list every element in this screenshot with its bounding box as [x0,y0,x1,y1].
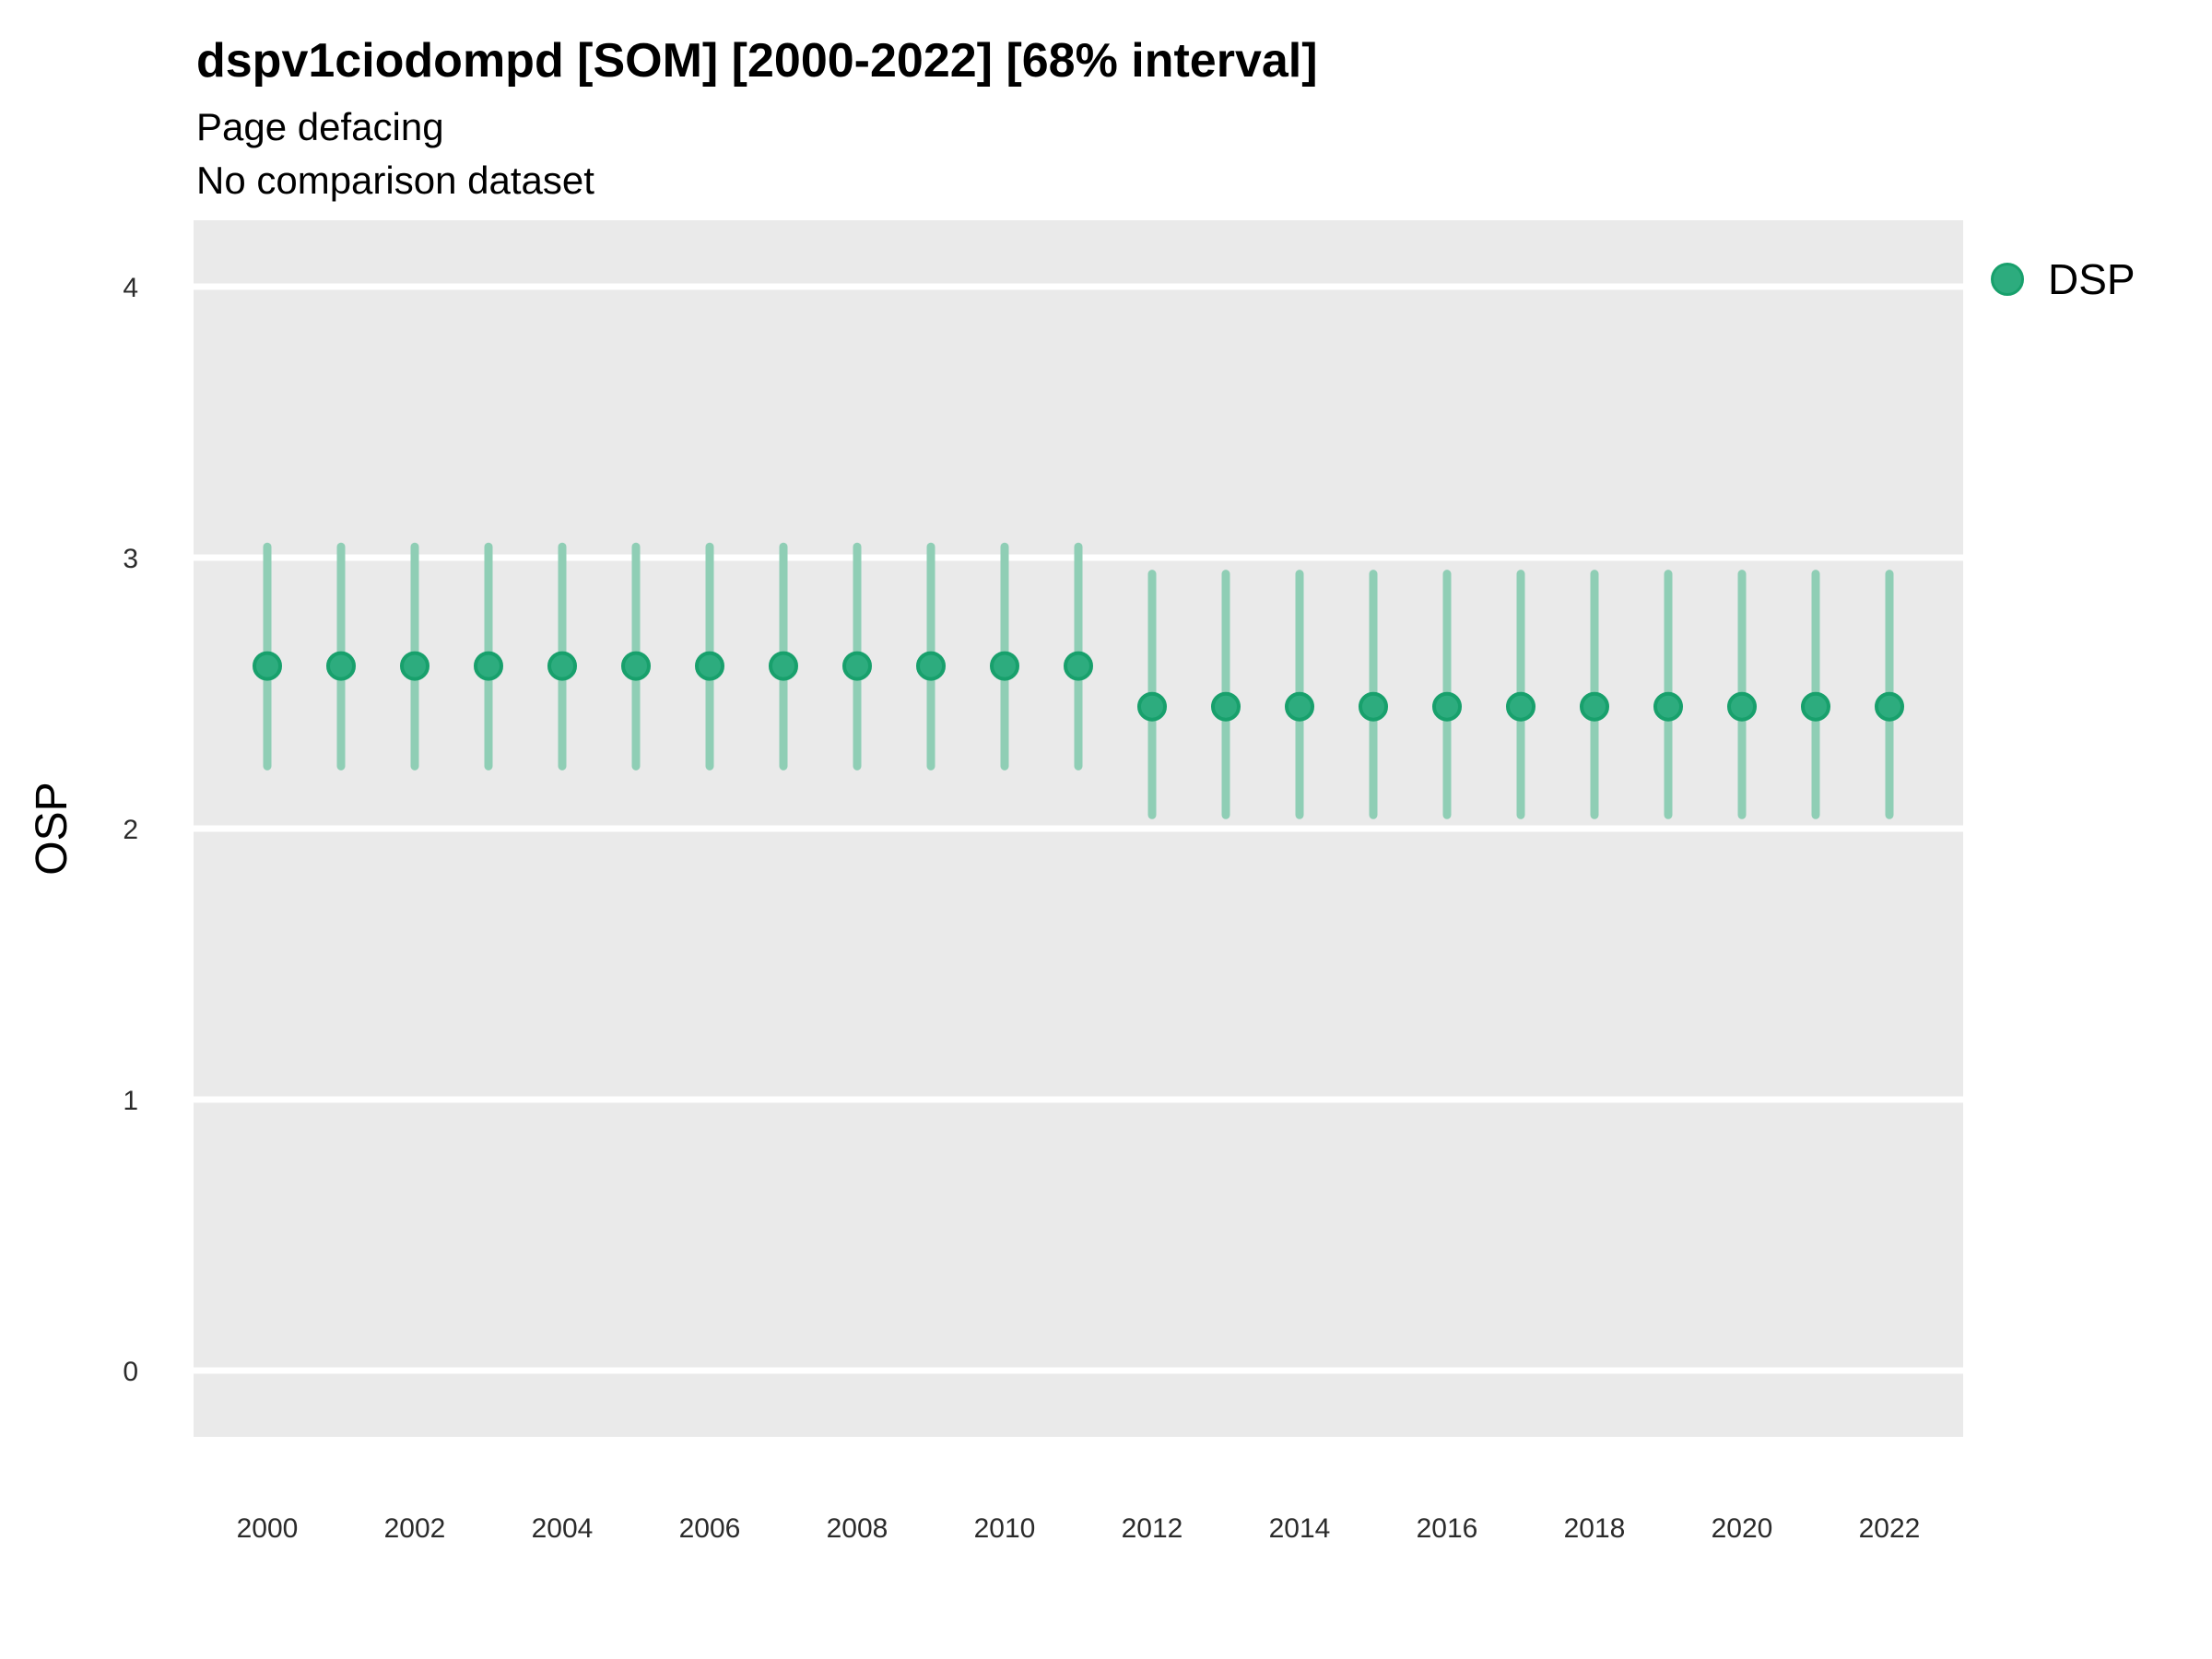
x-tick-label: 2022 [1859,1513,1921,1544]
y-tick-label: 3 [123,544,138,574]
data-point [769,651,798,681]
y-tick-label: 2 [123,815,138,845]
x-tick-label: 2000 [237,1513,299,1544]
data-point [547,651,577,681]
y-tick-label: 4 [123,273,138,303]
data-point [621,651,651,681]
data-point [695,651,724,681]
x-tick-label: 2002 [384,1513,446,1544]
data-point [1137,691,1167,722]
x-tick-label: 2014 [1269,1513,1331,1544]
data-point [1506,691,1535,722]
data-point [916,651,946,681]
data-point [1875,691,1904,722]
data-point [1801,691,1830,722]
data-point [253,651,282,681]
legend-point-icon [1991,263,2024,296]
x-tick-label: 2020 [1712,1513,1773,1544]
x-tick-label: 2018 [1564,1513,1626,1544]
data-point [1211,691,1241,722]
y-tick-label: 1 [123,1086,138,1116]
legend-label: DSP [2048,255,2136,303]
x-tick-label: 2010 [974,1513,1036,1544]
x-tick-label: 2012 [1122,1513,1183,1544]
data-point [1580,691,1609,722]
x-tick-label: 2016 [1417,1513,1478,1544]
data-point [990,651,1019,681]
chart-subtitle: Page defacing [196,105,444,148]
data-point [1285,691,1314,722]
chart-note: No comparison dataset [196,159,594,202]
legend: DSP [1991,254,2136,304]
chart-title: dspv1ciodompd [SOM] [2000-2022] [68% int… [196,34,1318,88]
data-point [1727,691,1757,722]
data-point [400,651,429,681]
data-point [1432,691,1462,722]
y-tick-label: 0 [123,1357,138,1387]
data-point [1064,651,1093,681]
data-point [1359,691,1388,722]
data-point [474,651,503,681]
x-tick-label: 2008 [827,1513,888,1544]
data-point [1653,691,1683,722]
x-tick-label: 2004 [532,1513,594,1544]
x-tick-label: 2006 [679,1513,741,1544]
data-point [842,651,872,681]
data-point [326,651,356,681]
